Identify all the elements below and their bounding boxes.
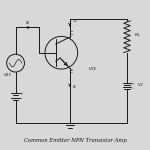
Text: -: - xyxy=(20,96,22,100)
Text: -: - xyxy=(132,86,134,90)
Text: $I_B$: $I_B$ xyxy=(25,19,30,27)
Text: $I_E$: $I_E$ xyxy=(72,83,78,91)
Text: +: + xyxy=(131,82,135,86)
Text: $V_{CE}$: $V_{CE}$ xyxy=(88,65,98,73)
Text: E: E xyxy=(69,69,72,74)
Text: $R_L$: $R_L$ xyxy=(134,32,140,39)
Text: $I_C$: $I_C$ xyxy=(73,18,78,25)
Text: $V_{BE}$: $V_{BE}$ xyxy=(3,71,12,79)
Text: Common Emitter NPN Transistor Amp: Common Emitter NPN Transistor Amp xyxy=(24,138,126,143)
Text: C: C xyxy=(69,31,73,36)
Text: $V_C$: $V_C$ xyxy=(137,82,145,89)
Text: +: + xyxy=(19,92,23,96)
